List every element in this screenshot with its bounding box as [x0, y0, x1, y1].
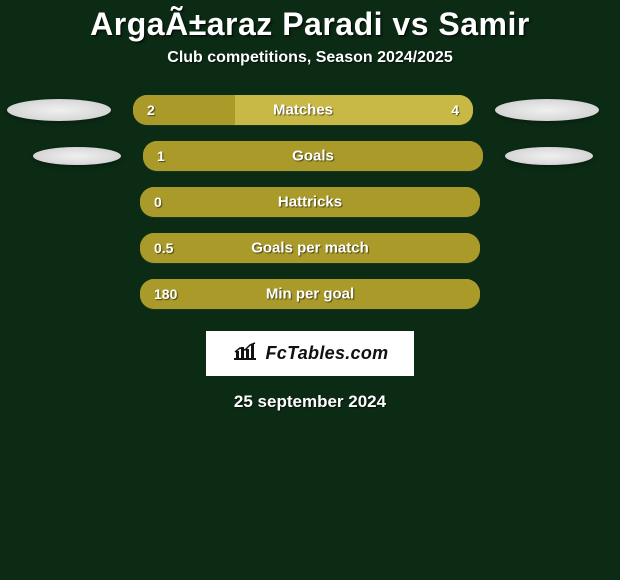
stat-bar-left-seg — [140, 187, 480, 217]
player-right-shadow — [502, 283, 606, 305]
page-title: ArgaÃ±araz Paradi vs Samir — [90, 6, 530, 43]
player-right-shadow — [495, 99, 599, 121]
stat-row: Matches24 — [0, 95, 620, 125]
stat-bar-left-seg — [140, 233, 480, 263]
stat-row: Goals1 — [0, 141, 620, 171]
stat-bar-left-seg — [143, 141, 483, 171]
player-left-shadow — [14, 191, 118, 213]
player-left-shadow — [7, 99, 111, 121]
stat-bar: Goals1 — [143, 141, 483, 171]
stat-row: Goals per match0.5 — [0, 233, 620, 263]
comparison-card: ArgaÃ±araz Paradi vs Samir Club competit… — [0, 0, 620, 580]
stat-bar-left-seg — [133, 95, 235, 125]
stat-bar: Goals per match0.5 — [140, 233, 480, 263]
date-caption: 25 september 2024 — [234, 392, 386, 412]
player-right-shadow — [505, 147, 593, 165]
stat-bar: Min per goal180 — [140, 279, 480, 309]
player-left-shadow — [14, 283, 118, 305]
brand-badge: FcTables.com — [206, 331, 415, 376]
player-right-shadow — [502, 237, 606, 259]
stat-rows: Matches24 Goals1 Hattricks0 Goals per match… — [0, 95, 620, 309]
stat-bar: Hattricks0 — [140, 187, 480, 217]
player-left-shadow — [33, 147, 121, 165]
stat-bar-left-seg — [140, 279, 480, 309]
player-right-shadow — [502, 191, 606, 213]
stat-row: Min per goal180 — [0, 279, 620, 309]
stat-bar: Matches24 — [133, 95, 473, 125]
player-left-shadow — [14, 237, 118, 259]
stat-row: Hattricks0 — [0, 187, 620, 217]
brand-text: FcTables.com — [266, 343, 389, 364]
bar-chart-icon — [232, 341, 258, 366]
stat-bar-right-seg — [235, 95, 473, 125]
page-subtitle: Club competitions, Season 2024/2025 — [167, 49, 452, 67]
